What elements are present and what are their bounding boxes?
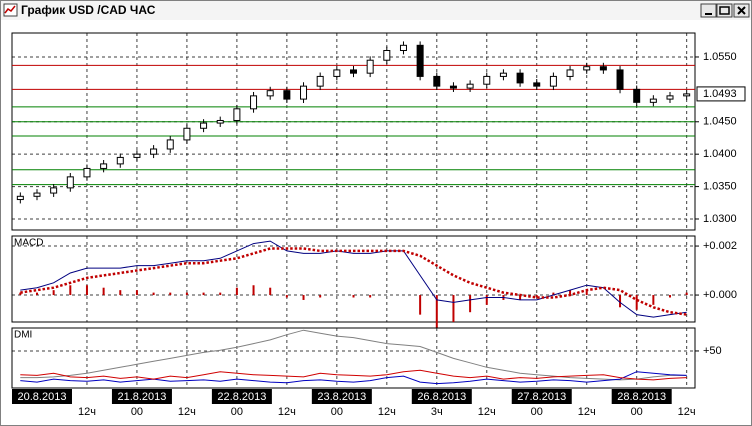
x-tick-label: 00 — [531, 406, 543, 418]
candle-body — [116, 156, 124, 165]
date-label: 27.8.2013 — [517, 391, 566, 403]
y-tick-label: 1.0350 — [703, 180, 737, 192]
minimize-button[interactable] — [700, 3, 717, 18]
x-tick-label: 00 — [231, 406, 243, 418]
candle-body — [316, 75, 324, 87]
y-tick-label: 1.0450 — [703, 116, 737, 128]
date-label-box — [11, 389, 72, 404]
candle-body — [666, 95, 674, 100]
candle-body — [183, 127, 191, 141]
candle-body — [549, 75, 557, 87]
date-label: 26.8.2013 — [417, 391, 466, 403]
date-label-box — [611, 389, 672, 404]
candle-body — [383, 49, 391, 61]
maximize-button[interactable] — [716, 3, 733, 18]
candle-body — [133, 153, 141, 158]
candle-body — [233, 108, 241, 121]
candle-body — [583, 66, 591, 71]
panel-frame — [11, 32, 696, 231]
candle-body — [283, 90, 291, 100]
candle-body — [100, 163, 108, 169]
candle-body — [566, 69, 574, 77]
y-tick-label: +0.002 — [703, 240, 737, 252]
candle-body — [599, 66, 607, 71]
candle-body — [266, 90, 274, 97]
candle-body — [533, 82, 541, 87]
date-label: 21.8.2013 — [117, 391, 166, 403]
candle-body — [250, 95, 258, 110]
candle-body — [683, 93, 691, 97]
date-label: 28.8.2013 — [617, 391, 666, 403]
close-button[interactable] — [733, 3, 750, 18]
candle-body — [633, 88, 641, 103]
candle-body — [466, 83, 474, 89]
title-bar — [1, 1, 751, 20]
date-label-box — [411, 389, 472, 404]
candle-body — [333, 69, 341, 77]
x-tick-label: 12ч — [678, 406, 696, 418]
candle-body — [416, 44, 424, 77]
candle-body — [16, 195, 24, 201]
candle-body — [366, 59, 374, 74]
x-tick-label: 12ч — [378, 406, 396, 418]
candle-body — [433, 75, 441, 87]
last-price-label: 1.0493 — [703, 88, 737, 100]
panel-title: MACD — [14, 238, 43, 249]
candle-body — [66, 176, 74, 189]
date-label: 20.8.2013 — [18, 391, 67, 403]
y-tick-label: 1.0550 — [703, 51, 737, 63]
indicator-line — [20, 371, 687, 385]
date-label-box — [511, 389, 572, 404]
candle-body — [449, 85, 457, 89]
candle-body — [83, 167, 91, 178]
date-label-box — [311, 389, 372, 404]
candle-body — [150, 148, 158, 155]
date-label-box — [111, 389, 172, 404]
candle-body — [33, 192, 41, 197]
candle-body — [649, 98, 657, 103]
date-label-box — [211, 389, 272, 404]
x-tick-label: 00 — [331, 406, 343, 418]
indicator-line — [20, 240, 687, 318]
candle-body — [50, 187, 58, 194]
x-tick-label: 12ч — [178, 406, 196, 418]
candle-body — [350, 69, 357, 74]
candle-body — [200, 122, 208, 129]
window-icon — [3, 3, 18, 17]
last-price-box — [696, 86, 746, 102]
y-tick-label: 1.0400 — [703, 148, 737, 160]
y-tick-label: +0.000 — [703, 289, 737, 301]
y-tick-label: 1.0300 — [703, 213, 737, 225]
indicator-line — [20, 329, 687, 381]
window-title: График USD /CAD ЧАС — [21, 3, 156, 17]
x-tick-label: 00 — [631, 406, 643, 418]
candle-body — [499, 72, 507, 77]
x-tick-label: 12ч — [578, 406, 596, 418]
date-label: 22.8.2013 — [217, 391, 266, 403]
candle-body — [616, 69, 624, 90]
date-label: 23.8.2013 — [317, 391, 366, 403]
x-tick-label: 00 — [131, 406, 143, 418]
candle-body — [483, 75, 491, 85]
indicator-line — [20, 247, 687, 316]
x-tick-label: 12ч — [478, 406, 496, 418]
panel-title: DMI — [14, 330, 32, 341]
candle-body — [300, 85, 308, 100]
panel-frame — [11, 235, 696, 323]
x-tick-label: 3ч — [431, 406, 443, 418]
x-tick-label: 12ч — [278, 406, 296, 418]
y-tick-label: +50 — [703, 345, 722, 357]
x-tick-label: 12ч — [78, 406, 96, 418]
candle-body — [166, 139, 174, 150]
candle-body — [399, 44, 407, 51]
candle-body — [216, 119, 224, 124]
indicator-line — [20, 369, 687, 381]
candle-body — [516, 72, 524, 84]
